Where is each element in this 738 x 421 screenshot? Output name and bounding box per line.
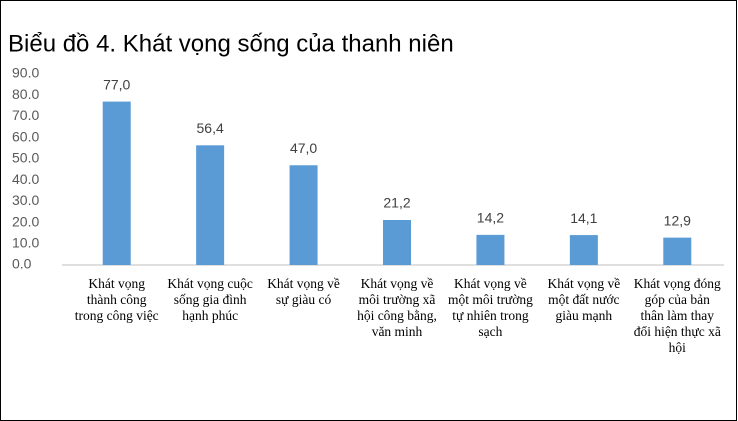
- y-tick-label: 20.0: [12, 213, 39, 229]
- bar: [663, 237, 692, 265]
- value-label: 77,0: [103, 76, 130, 92]
- y-tick-label: 80.0: [12, 86, 39, 102]
- y-tick-label: 50.0: [12, 150, 39, 166]
- x-tick-label: Khát vọng về một môi trường tự nhiên tro…: [447, 276, 533, 339]
- chart-title: Biểu đồ 4. Khát vọng sống của thanh niên: [8, 30, 454, 57]
- bar: [289, 165, 318, 265]
- bar: [196, 145, 225, 265]
- x-tick-label: Khát vọng cuộc sống gia đình hạnh phúc: [167, 276, 253, 323]
- y-tick-label: 10.0: [12, 234, 39, 250]
- y-tick-label: 0.0: [12, 256, 32, 272]
- x-tick-label: Khát vọng thành công trong công việc: [74, 276, 159, 323]
- y-tick-label: 70.0: [12, 107, 39, 123]
- x-tick-label: Khát vọng đóng góp của bản thân làm thay…: [633, 276, 721, 355]
- value-label: 14,1: [570, 210, 597, 226]
- x-tick-label: Khát vọng về một đất nước giàu mạnh: [547, 276, 621, 323]
- bar: [102, 101, 131, 265]
- y-tick-label: 40.0: [12, 171, 39, 187]
- value-label: 12,9: [664, 212, 691, 228]
- bar: [383, 220, 411, 265]
- value-label: 56,4: [197, 120, 224, 136]
- y-tick-label: 90.0: [12, 65, 39, 81]
- value-label: 14,2: [477, 210, 504, 226]
- x-tick-label: Khát vọng về sự giàu có: [267, 276, 340, 307]
- y-tick-label: 60.0: [12, 128, 39, 144]
- bar: [476, 234, 505, 265]
- bar: [569, 235, 598, 265]
- value-label: 47,0: [290, 140, 317, 156]
- x-tick-label: Khát vọng về môi trường xã hội công bằng…: [357, 276, 437, 339]
- y-tick-label: 30.0: [12, 192, 39, 208]
- value-label: 21,2: [383, 195, 410, 211]
